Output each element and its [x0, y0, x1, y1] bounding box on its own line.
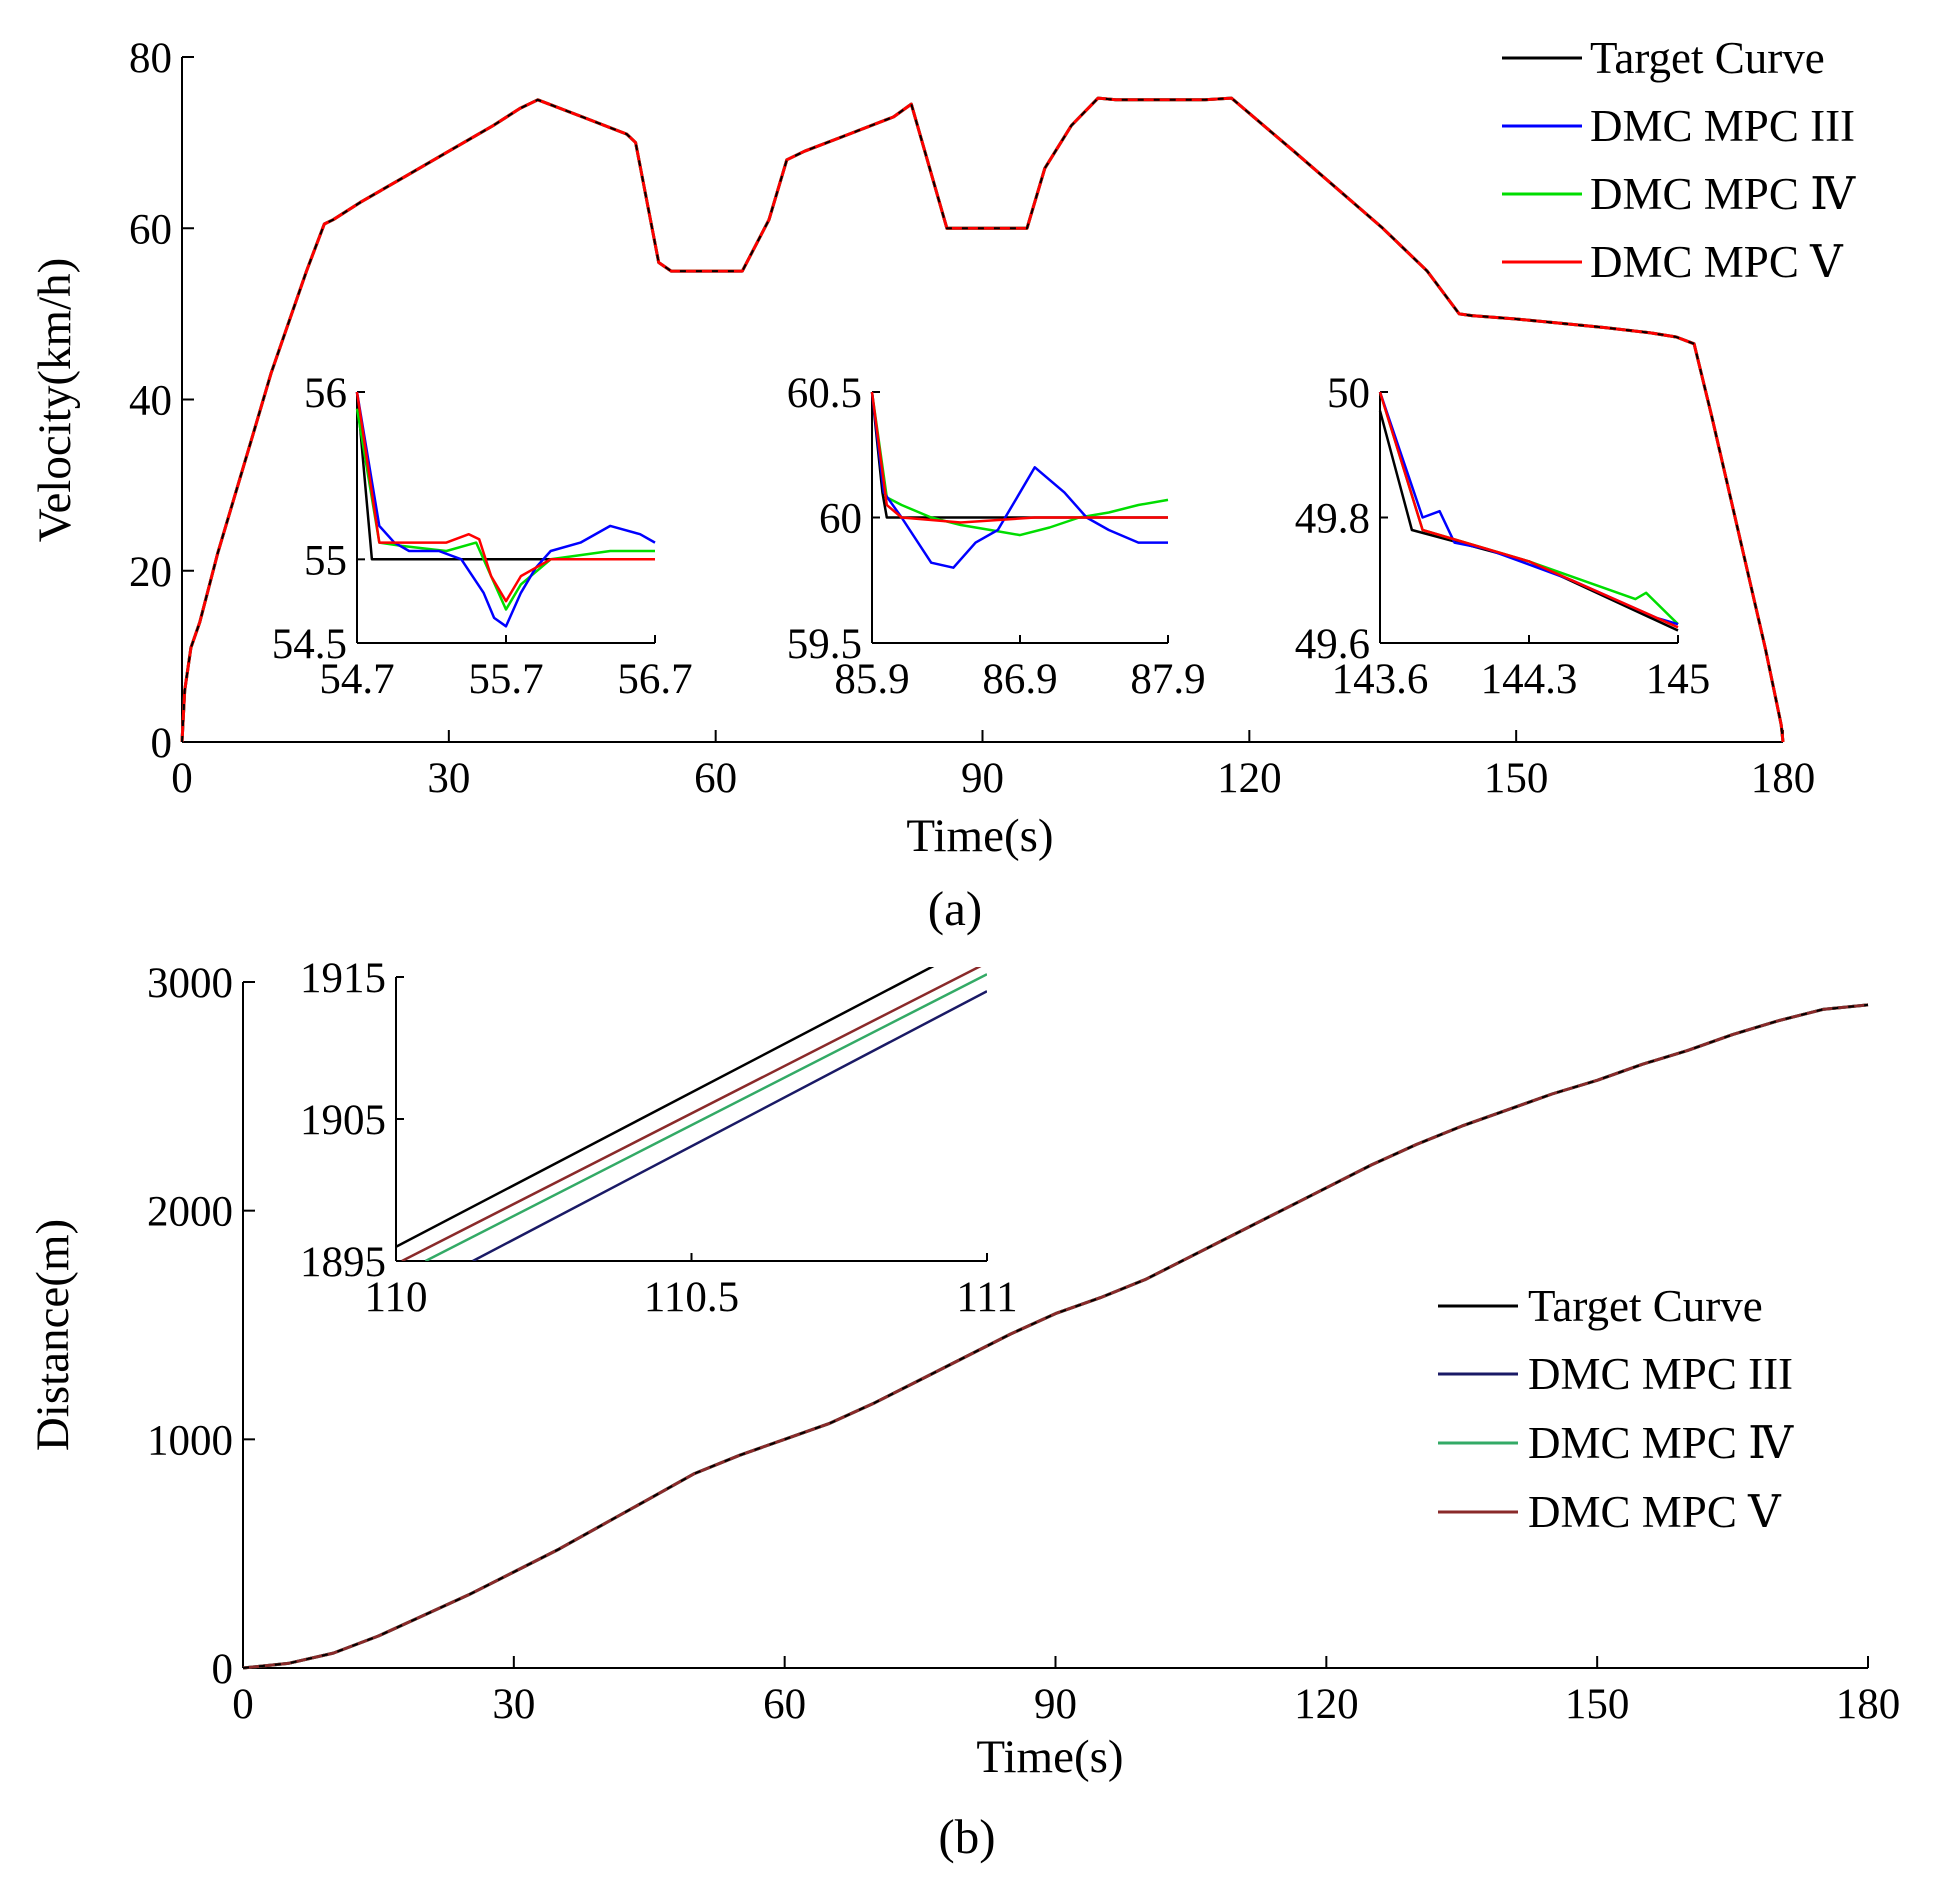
b-legend-mpc4: DMC MPC Ⅳ [1528, 1418, 1794, 1468]
b-inset-xtick-label: 110.5 [644, 1274, 739, 1321]
panel-b: 0 30 60 90 120 150 180 0 1000 2000 3000 Distance(m… [27, 955, 1900, 1864]
b-ticks: 0 30 60 90 120 150 180 0 1000 2000 3000 [147, 960, 1900, 1728]
b-legend-mpc5: DMC MPC Ⅴ [1528, 1487, 1782, 1537]
b-xtick-label: 30 [492, 1681, 535, 1728]
a-legend-mpc3: DMC MPC III [1590, 101, 1855, 151]
b-xtick-label: 60 [763, 1681, 806, 1728]
a-inset-series [355, 391, 656, 628]
b-legend: Target Curve DMC MPC III DMC MPC Ⅳ DMC M… [1438, 1281, 1794, 1537]
b-inset-xtick-label: 110 [365, 1274, 428, 1321]
a-inset-xtick-label: 143.6 [1332, 656, 1429, 703]
a-inset-xtick-label: 145 [1646, 656, 1711, 703]
b-inset-xtick-label: 111 [956, 1274, 1017, 1321]
b-inset-series [401, 967, 982, 1261]
b-inset-series [424, 973, 987, 1261]
a-ytick-label: 80 [129, 35, 172, 82]
b-ytick-label: 3000 [147, 960, 233, 1007]
a-inset-series [1378, 391, 1679, 629]
a-inset-ytick-label: 55 [304, 537, 347, 584]
b-inset-ytick-label: 1895 [300, 1239, 386, 1286]
a-legend-target: Target Curve [1590, 33, 1825, 83]
b-xtick-label: 0 [232, 1681, 254, 1728]
b-ytick-label: 1000 [147, 1417, 233, 1464]
a-inset-ytick-label: 59.5 [787, 621, 862, 668]
panel-a: 0 30 60 90 120 150 180 0 20 40 60 80 Velocity(km/h)… [29, 33, 1856, 936]
a-xtick-label: 0 [171, 755, 193, 802]
b-xtick-label: 90 [1034, 1681, 1077, 1728]
a-inset-series [355, 391, 655, 603]
b-inset-ytick-label: 1905 [300, 1097, 386, 1144]
b-inset-ytick-label: 1915 [300, 955, 386, 1002]
a-inset-series [355, 391, 655, 561]
a-inset-xtick-label: 87.9 [1130, 656, 1205, 703]
a-legend: Target Curve DMC MPC III DMC MPC Ⅳ DMC M… [1502, 33, 1856, 287]
a-main-series [180, 96, 1785, 743]
a-xtick-label: 180 [1751, 755, 1816, 802]
b-series-target [242, 1003, 1869, 1669]
a-inset-1: 54.7 55.7 56.7 54.5 55 56 [272, 370, 693, 703]
a-legend-mpc4: DMC MPC Ⅳ [1590, 169, 1856, 219]
a-inset-ytick-label: 60.5 [787, 370, 862, 417]
caption-b: (b) [938, 1809, 995, 1864]
b-legend-target: Target Curve [1528, 1281, 1763, 1331]
a-inset-2: 85.9 86.9 87.9 59.5 60 60.5 [787, 370, 1206, 703]
a-ytick-label: 20 [129, 549, 172, 596]
b-legend-mpc3: DMC MPC III [1528, 1349, 1793, 1399]
a-inset-ytick-label: 49.8 [1295, 496, 1370, 543]
b-xtick-label: 180 [1836, 1681, 1901, 1728]
a-series-mpc5 [180, 96, 1785, 743]
a-xtick-label: 90 [961, 755, 1004, 802]
a-ytick-label: 60 [129, 206, 172, 253]
a-inset-ytick-label: 49.6 [1295, 621, 1370, 668]
b-ytick-label: 2000 [147, 1189, 233, 1236]
a-xtick-label: 120 [1217, 755, 1282, 802]
a-inset-ytick-label: 60 [819, 496, 862, 543]
a-xtick-label: 150 [1484, 755, 1549, 802]
b-inset-series [396, 967, 935, 1248]
b-xtick-label: 150 [1565, 1681, 1630, 1728]
a-inset-series [870, 391, 1168, 524]
a-inset-ytick-label: 50 [1327, 370, 1370, 417]
b-xtick-label: 120 [1294, 1681, 1359, 1728]
a-inset-xtick-label: 86.9 [982, 656, 1057, 703]
a-ytick-label: 40 [129, 378, 172, 425]
b-inset: 110 110.5 111 1895 1905 1915 [300, 955, 1018, 1321]
a-inset-xtick-label: 144.3 [1481, 656, 1578, 703]
a-legend-mpc5: DMC MPC Ⅴ [1590, 237, 1844, 287]
a-xtick-label: 60 [694, 755, 737, 802]
b-xlabel: Time(s) [976, 1731, 1123, 1783]
a-xlabel: Time(s) [906, 810, 1053, 862]
a-inset-xtick-label: 54.7 [319, 656, 394, 703]
a-inset-3: 143.6 144.3 145 49.6 49.8 50 [1295, 370, 1711, 703]
a-ylabel: Velocity(km/h) [29, 258, 81, 543]
a-inset-xtick-label: 55.7 [468, 656, 543, 703]
a-inset-ytick-label: 56 [304, 370, 347, 417]
a-inset-ytick-label: 54.5 [272, 621, 347, 668]
caption-a: (a) [928, 881, 982, 936]
a-ytick-label: 0 [151, 720, 173, 767]
a-ticks: 0 30 60 90 120 150 180 0 20 40 60 80 [129, 35, 1815, 802]
b-main-series [242, 1003, 1869, 1670]
a-inset-series [870, 391, 1168, 569]
b-ytick-label: 0 [212, 1646, 234, 1693]
a-inset-xtick-label: 56.7 [617, 656, 692, 703]
a-inset-xtick-label: 85.9 [834, 656, 909, 703]
a-inset-series [870, 391, 1169, 537]
b-ylabel: Distance(m) [27, 1219, 79, 1451]
a-xtick-label: 30 [427, 755, 470, 802]
b-inset-series [472, 990, 987, 1261]
b-inset-lines [396, 967, 987, 1261]
